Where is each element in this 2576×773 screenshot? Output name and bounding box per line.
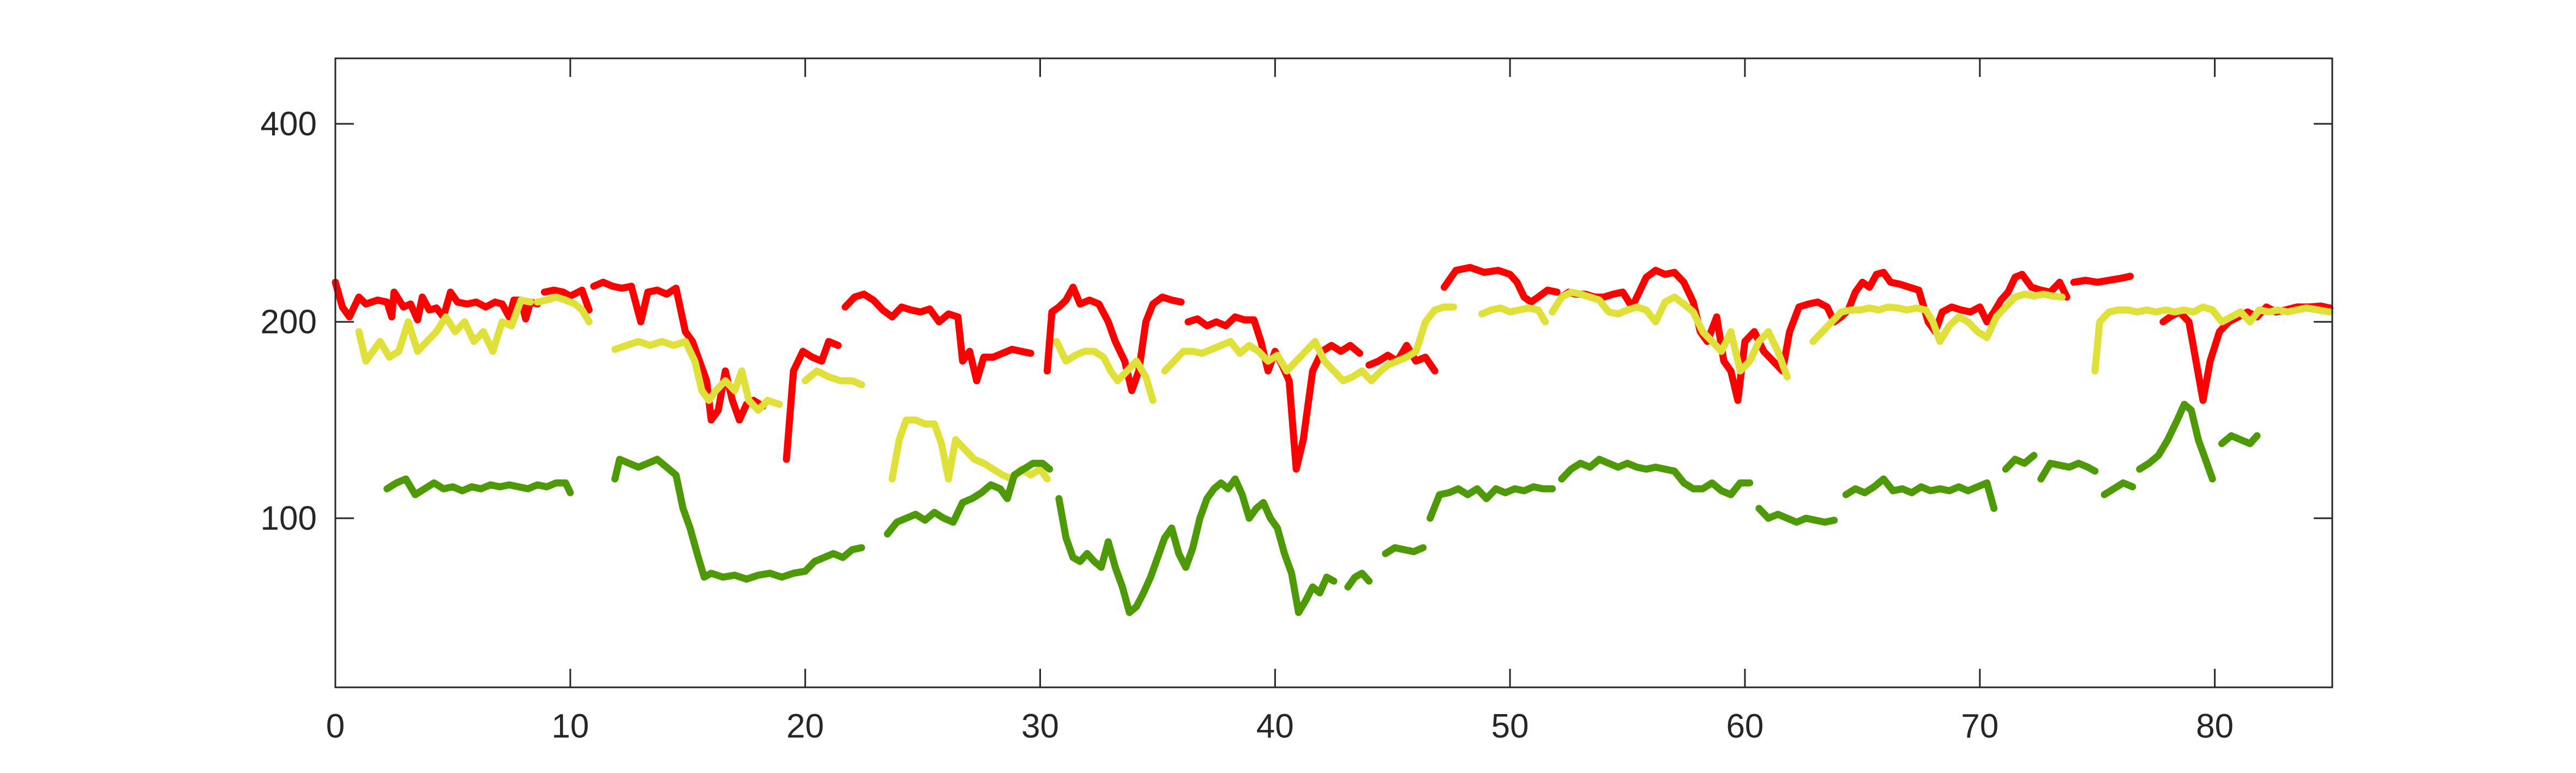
x-tick-label-60: 60	[1726, 708, 1764, 745]
x-tick-label-80: 80	[2196, 708, 2234, 745]
series-2-segment-13	[2136, 400, 2216, 483]
series-0	[332, 263, 2334, 473]
series-0-segment-10	[2070, 273, 2134, 286]
series-2-segment-4	[1344, 570, 1373, 591]
y-tick-label-200: 200	[261, 303, 317, 341]
series-1-segment-6	[1161, 303, 1458, 385]
x-tick-label-0: 0	[326, 708, 345, 745]
x-tick-label-30: 30	[1021, 708, 1059, 745]
series-2-segment-6	[1427, 483, 1556, 522]
series-2-segment-10	[2002, 452, 2038, 473]
series-1-segment-3	[802, 367, 865, 388]
series-0-segment-7	[1365, 341, 1439, 375]
x-tick-label-50: 50	[1491, 708, 1529, 745]
series-1-segment-9	[1809, 290, 2066, 345]
series-2-segment-14	[2218, 432, 2261, 447]
series-0-segment-6	[1184, 313, 1363, 473]
series-0-segment-5	[1043, 284, 1185, 394]
y-tick-label-100: 100	[261, 500, 317, 537]
series-1	[355, 289, 2334, 483]
series-0-segment-3	[783, 338, 842, 463]
series-0-segment-1	[540, 286, 593, 314]
series-2-segment-1	[611, 456, 865, 583]
series-2-segment-12	[2100, 479, 2136, 499]
series-1-segment-8	[1549, 289, 1791, 381]
x-tick-label-20: 20	[786, 708, 824, 745]
x-tick-label-40: 40	[1256, 708, 1294, 745]
series-1-segment-0	[355, 296, 534, 365]
series-2-segment-9	[1842, 475, 1998, 512]
series-2-segment-7	[1558, 456, 1754, 499]
y-tick-label-400: 400	[261, 105, 317, 143]
plot-area-border	[334, 57, 2333, 688]
x-tick-label-70: 70	[1961, 708, 1999, 745]
series-0-segment-9	[1558, 267, 2071, 404]
series-2-segment-2	[883, 459, 1054, 538]
series-0-segment-8	[1441, 263, 1561, 306]
series-0-segment-4	[841, 290, 1034, 385]
series-1-segment-10	[2091, 303, 2334, 375]
tick-layer: 0 10 20 30 40 50 60 70 80 100 200 400	[261, 58, 2332, 745]
series-2-segment-11	[2037, 459, 2099, 483]
series-layer	[332, 263, 2334, 616]
series-1-segment-7	[1478, 304, 1549, 326]
series-2	[383, 400, 2261, 616]
series-2-segment-3	[1055, 475, 1338, 616]
x-tick-label-10: 10	[551, 708, 589, 745]
series-0-segment-0	[332, 278, 541, 323]
series-2-segment-8	[1755, 505, 1838, 526]
series-1-segment-1	[534, 293, 593, 326]
series-0-segment-2	[590, 278, 767, 424]
series-1-segment-2	[611, 338, 783, 414]
series-1-segment-5	[1053, 338, 1157, 404]
series-2-segment-0	[383, 475, 574, 499]
series-2-segment-5	[1382, 544, 1427, 558]
